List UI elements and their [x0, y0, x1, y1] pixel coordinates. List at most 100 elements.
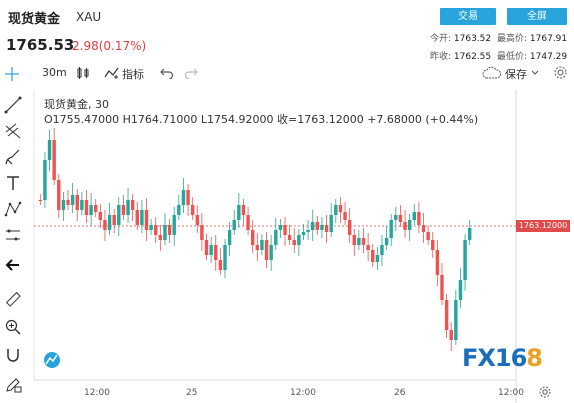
- candle-body: [334, 205, 338, 215]
- candle-body: [130, 200, 135, 210]
- candle-body: [181, 190, 186, 205]
- candle-body: [204, 240, 209, 255]
- candle-body: [70, 195, 75, 205]
- x-tick: 12:00: [84, 388, 110, 398]
- candle-body: [343, 212, 347, 220]
- candle-body: [444, 300, 449, 330]
- candle-body: [301, 232, 306, 235]
- candle-body: [311, 222, 315, 230]
- trade-button[interactable]: 交易: [440, 8, 496, 25]
- candle-body: [260, 240, 264, 250]
- candle-body: [417, 212, 421, 225]
- fullscreen-button[interactable]: 全屏: [507, 8, 567, 25]
- candle-type-icon[interactable]: [76, 66, 90, 80]
- x-tick: 12:00: [290, 388, 316, 398]
- candle-body: [144, 210, 149, 230]
- candle-body: [126, 200, 130, 215]
- candle-body: [218, 260, 223, 270]
- undo-icon[interactable]: [160, 67, 174, 79]
- candle-body: [255, 245, 260, 250]
- interval-selector[interactable]: 30m: [42, 66, 67, 79]
- candle-body: [250, 230, 255, 245]
- candle-body: [297, 235, 301, 245]
- gear-icon[interactable]: [553, 65, 568, 80]
- candle-body: [158, 235, 163, 240]
- magnet-icon[interactable]: [4, 346, 22, 364]
- stat-open: 今开: 1763.52: [430, 34, 492, 44]
- candle-body: [306, 230, 310, 232]
- candle-body: [52, 140, 56, 180]
- candle-body: [172, 215, 176, 235]
- ruler-icon[interactable]: [4, 290, 22, 308]
- candle-body: [57, 180, 61, 210]
- stat-prev-close: 昨收: 1762.55: [430, 52, 492, 62]
- pencil-lock-icon[interactable]: [4, 376, 22, 394]
- candle-body: [389, 220, 393, 238]
- candle-body: [292, 240, 296, 245]
- candle-body: [287, 235, 292, 240]
- candle-body: [214, 245, 218, 260]
- candle-body: [440, 275, 444, 300]
- fib-retracement-icon[interactable]: [4, 122, 22, 140]
- candle-body: [463, 240, 467, 280]
- candle-body: [223, 245, 227, 270]
- candle-body: [149, 225, 153, 230]
- candle-body: [324, 225, 329, 232]
- candle-body: [177, 205, 181, 215]
- chart-legend-ohlc: O1755.47000 H1764.71000 L1754.92000 收=17…: [44, 113, 479, 126]
- candle-body: [371, 250, 375, 262]
- candle-body: [195, 215, 199, 225]
- candle-body: [227, 230, 232, 245]
- stat-low: 最低价: 1747.29: [497, 52, 568, 62]
- candle-body: [431, 240, 435, 250]
- brush-icon[interactable]: [4, 148, 22, 166]
- candle-body: [84, 200, 89, 215]
- candle-body: [398, 215, 403, 222]
- trend-line-icon[interactable]: [4, 96, 22, 114]
- indicator-icon[interactable]: [104, 66, 120, 80]
- pattern-tool-icon[interactable]: [4, 200, 22, 218]
- candle-body: [186, 190, 190, 205]
- crosshair-icon[interactable]: [4, 66, 20, 82]
- arrow-left-icon[interactable]: [4, 256, 22, 274]
- chevron-down-icon[interactable]: [531, 70, 539, 76]
- candle-body: [426, 232, 430, 240]
- prediction-tool-icon[interactable]: [4, 226, 22, 244]
- candle-body: [435, 250, 440, 275]
- candle-body: [264, 240, 269, 260]
- candle-body: [246, 215, 250, 230]
- candle-body: [361, 238, 366, 245]
- current-price: 1765.53: [6, 36, 75, 54]
- x-tick: 26: [394, 388, 406, 398]
- save-button[interactable]: 保存: [505, 68, 527, 81]
- candle-body: [320, 225, 324, 230]
- candle-body: [269, 245, 273, 260]
- cloud-icon[interactable]: [482, 66, 502, 80]
- indicator-button[interactable]: 指标: [122, 68, 144, 81]
- candle-body: [467, 228, 472, 240]
- candle-body: [43, 160, 47, 200]
- last-price-label: 1763.12000: [516, 220, 570, 232]
- candle-body: [315, 222, 320, 230]
- candle-body: [167, 225, 172, 235]
- redo-icon[interactable]: [184, 67, 198, 79]
- x-tick: 25: [186, 388, 198, 398]
- candle-body: [75, 195, 79, 210]
- stat-high: 最高价: 1767.91: [497, 34, 568, 44]
- candle-body: [458, 280, 463, 300]
- candle-body: [421, 225, 426, 232]
- candle-body: [347, 220, 352, 235]
- candle-body: [190, 205, 195, 215]
- candle-body: [357, 238, 361, 245]
- zoom-in-icon[interactable]: [4, 318, 22, 336]
- candle-body: [394, 215, 398, 220]
- candle-body: [380, 245, 384, 255]
- chart-settings-gear-icon[interactable]: [538, 385, 552, 399]
- candle-body: [112, 215, 116, 225]
- candle-body: [412, 212, 416, 220]
- candle-body: [338, 205, 343, 212]
- text-tool-icon[interactable]: [4, 174, 22, 192]
- candle-body: [121, 205, 126, 215]
- fx168-watermark: FX168: [462, 344, 543, 372]
